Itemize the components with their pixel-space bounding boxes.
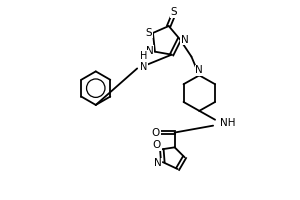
Text: H
N: H N — [140, 51, 147, 72]
Text: S: S — [170, 7, 177, 17]
Text: N: N — [154, 158, 162, 168]
Text: O: O — [152, 128, 160, 138]
Text: O: O — [153, 140, 161, 150]
Text: N: N — [146, 46, 154, 56]
Text: NH: NH — [220, 118, 236, 128]
Text: N: N — [195, 65, 203, 75]
Text: S: S — [146, 28, 152, 38]
Text: N: N — [181, 35, 188, 45]
